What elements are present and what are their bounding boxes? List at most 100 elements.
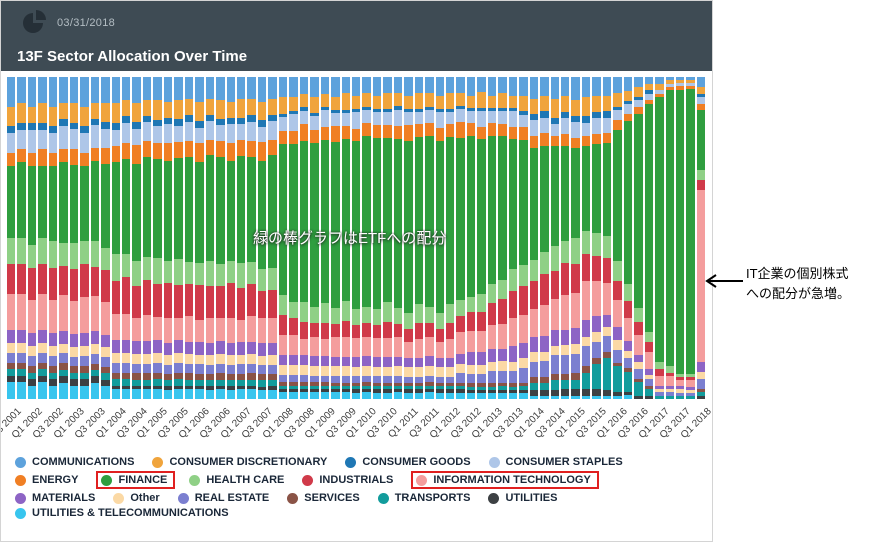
segment-consumer-staples[interactable] xyxy=(142,122,152,142)
segment-utilities-telecommunications[interactable] xyxy=(446,392,455,399)
legend-item-real-estate[interactable]: REAL ESTATE xyxy=(177,492,269,504)
segment-other[interactable] xyxy=(383,366,392,377)
segment-health-care[interactable] xyxy=(268,267,277,290)
segment-transports[interactable] xyxy=(142,379,152,387)
segment-consumer-staples[interactable] xyxy=(466,111,476,124)
segment-other[interactable] xyxy=(320,365,330,376)
segment-consumer-staples[interactable] xyxy=(341,112,350,126)
segment-finance[interactable] xyxy=(195,162,204,264)
segment-utilities-telecommunications[interactable] xyxy=(69,385,79,399)
segment-finance[interactable] xyxy=(686,89,695,375)
segment-transports[interactable] xyxy=(331,385,340,390)
segment-communications[interactable] xyxy=(257,77,267,102)
segment-utilities[interactable] xyxy=(425,389,434,393)
segment-consumer-discretionary[interactable] xyxy=(487,95,497,108)
segment-consumer-goods[interactable] xyxy=(498,108,507,112)
segment-real-estate[interactable] xyxy=(498,370,507,384)
segment-information-technology[interactable] xyxy=(487,324,497,350)
segment-services[interactable] xyxy=(7,362,16,370)
segment-utilities-telecommunications[interactable] xyxy=(111,389,120,399)
segment-consumer-discretionary[interactable] xyxy=(236,99,246,119)
segment-consumer-goods[interactable] xyxy=(320,106,330,111)
segment-utilities[interactable] xyxy=(101,379,110,387)
segment-communications[interactable] xyxy=(236,77,246,100)
segment-materials[interactable] xyxy=(38,329,47,344)
legend-item-services[interactable]: SERVICES xyxy=(287,492,360,504)
segment-energy[interactable] xyxy=(132,144,141,164)
segment-real-estate[interactable] xyxy=(299,375,309,383)
segment-transports[interactable] xyxy=(623,371,633,393)
segment-energy[interactable] xyxy=(69,148,79,165)
segment-communications[interactable] xyxy=(184,77,194,100)
segment-health-care[interactable] xyxy=(393,307,403,325)
segment-materials[interactable] xyxy=(278,355,288,366)
bar-q1-2016[interactable] xyxy=(613,77,622,399)
segment-services[interactable] xyxy=(163,373,173,381)
segment-finance[interactable] xyxy=(289,144,298,302)
segment-transports[interactable] xyxy=(634,382,643,396)
segment-real-estate[interactable] xyxy=(372,376,382,383)
segment-other[interactable] xyxy=(101,347,110,358)
segment-health-care[interactable] xyxy=(48,241,58,268)
segment-industrials[interactable] xyxy=(111,280,120,314)
segment-consumer-staples[interactable] xyxy=(498,111,507,124)
segment-other[interactable] xyxy=(498,361,507,371)
legend-item-consumer-discretionary[interactable]: CONSUMER DISCRETIONARY xyxy=(152,456,327,468)
segment-industrials[interactable] xyxy=(602,258,612,284)
segment-materials[interactable] xyxy=(17,329,26,344)
segment-finance[interactable] xyxy=(508,138,518,269)
bar-q4-2014[interactable] xyxy=(561,77,570,399)
segment-other[interactable] xyxy=(414,367,424,377)
segment-consumer-discretionary[interactable] xyxy=(289,97,298,111)
segment-transports[interactable] xyxy=(372,386,382,390)
segment-energy[interactable] xyxy=(90,147,100,161)
segment-services[interactable] xyxy=(310,382,319,386)
segment-industrials[interactable] xyxy=(623,300,633,318)
segment-other[interactable] xyxy=(665,389,674,393)
segment-transports[interactable] xyxy=(289,385,298,389)
segment-materials[interactable] xyxy=(456,354,465,364)
segment-consumer-goods[interactable] xyxy=(519,111,528,115)
segment-energy[interactable] xyxy=(602,133,612,143)
segment-utilities[interactable] xyxy=(153,385,162,390)
segment-consumer-staples[interactable] xyxy=(613,109,622,120)
segment-consumer-discretionary[interactable] xyxy=(205,98,215,115)
segment-finance[interactable] xyxy=(132,163,141,261)
segment-consumer-discretionary[interactable] xyxy=(466,95,476,108)
segment-other[interactable] xyxy=(111,352,120,363)
segment-energy[interactable] xyxy=(38,149,47,166)
segment-consumer-discretionary[interactable] xyxy=(456,92,465,106)
segment-communications[interactable] xyxy=(320,77,330,94)
segment-energy[interactable] xyxy=(216,141,225,158)
segment-consumer-goods[interactable] xyxy=(153,119,162,127)
segment-services[interactable] xyxy=(446,383,455,387)
segment-energy[interactable] xyxy=(289,130,298,145)
segment-materials[interactable] xyxy=(686,386,695,390)
segment-consumer-discretionary[interactable] xyxy=(351,96,361,110)
segment-transports[interactable] xyxy=(508,386,518,390)
segment-communications[interactable] xyxy=(383,77,392,94)
segment-information-technology[interactable] xyxy=(519,314,528,343)
segment-consumer-staples[interactable] xyxy=(508,111,518,127)
segment-consumer-staples[interactable] xyxy=(592,118,601,135)
segment-information-technology[interactable] xyxy=(331,337,340,357)
segment-consumer-goods[interactable] xyxy=(550,117,560,124)
segment-communications[interactable] xyxy=(27,77,37,107)
segment-real-estate[interactable] xyxy=(644,378,654,386)
segment-communications[interactable] xyxy=(655,77,664,84)
segment-consumer-goods[interactable] xyxy=(613,106,622,110)
segment-materials[interactable] xyxy=(372,357,382,367)
segment-health-care[interactable] xyxy=(561,241,570,264)
segment-consumer-goods[interactable] xyxy=(466,107,476,112)
bar-q1-2006[interactable] xyxy=(195,77,204,399)
segment-consumer-discretionary[interactable] xyxy=(299,93,309,108)
segment-transports[interactable] xyxy=(153,379,162,386)
segment-real-estate[interactable] xyxy=(550,355,560,374)
segment-services[interactable] xyxy=(508,383,518,387)
segment-materials[interactable] xyxy=(644,368,654,376)
bar-q4-2001[interactable] xyxy=(17,77,26,399)
segment-information-technology[interactable] xyxy=(174,317,183,341)
segment-materials[interactable] xyxy=(59,330,68,344)
segment-finance[interactable] xyxy=(519,139,528,265)
segment-information-technology[interactable] xyxy=(550,298,560,331)
